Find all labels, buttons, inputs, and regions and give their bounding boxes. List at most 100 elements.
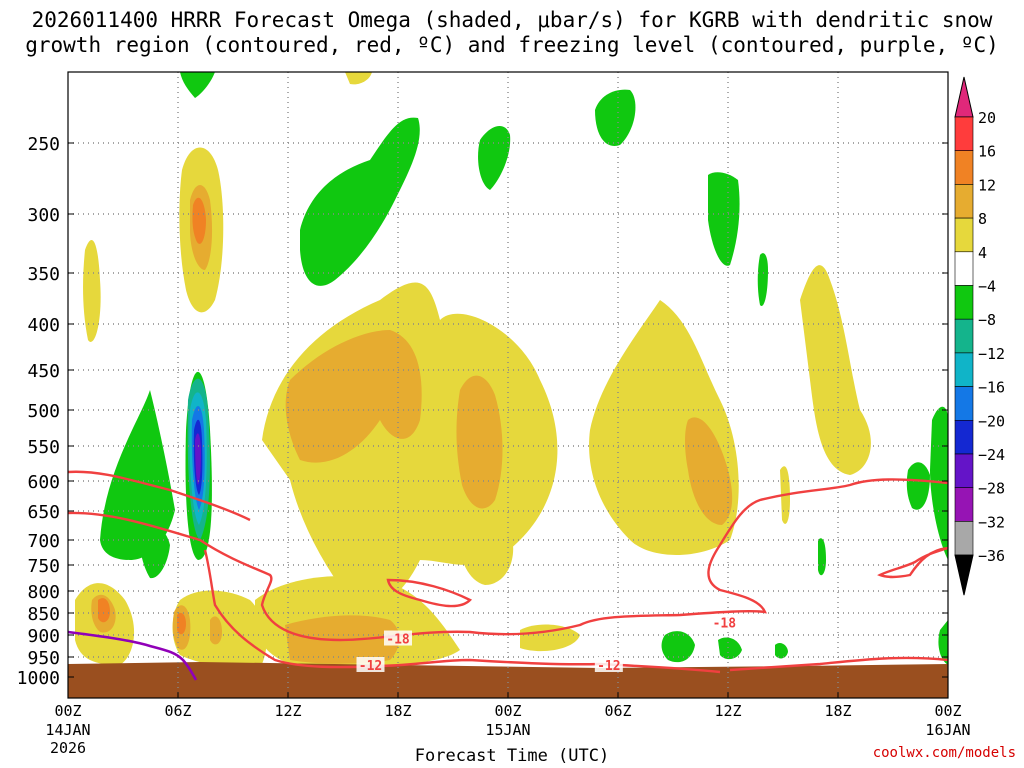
omega-blob-26: [478, 125, 511, 190]
x-tick-label-36: 12Z: [714, 702, 741, 720]
omega-blob-28: [757, 253, 768, 306]
colorbar-label-6: −8: [978, 311, 996, 329]
colorbar-label-0: 20: [978, 109, 996, 127]
colorbar-swatch-11: [954, 487, 974, 522]
dendritic-contour-1: [67, 478, 949, 642]
contours: -18 -12 -12 -18: [67, 470, 949, 681]
omega-blob-30: [139, 525, 170, 579]
dendritic-contour-4: [729, 656, 949, 672]
omega-blob-35: [718, 637, 742, 660]
contour-label-2: -12: [597, 659, 620, 674]
omega-blob-23: [300, 117, 420, 286]
omega-blob-9: [520, 624, 580, 652]
dendritic-contour-3: [386, 578, 473, 608]
omega-blob-8: [458, 509, 514, 585]
omega-blob-6: [83, 240, 101, 342]
ground-fill: [68, 662, 948, 698]
colorbar-label-3: 8: [978, 210, 987, 228]
omega-blob-12: [285, 330, 422, 463]
dendritic-contour-5: [877, 546, 949, 579]
omega-blob-11: [345, 72, 372, 85]
omega-shading: [75, 72, 948, 668]
y-tick-label-800: 800: [27, 582, 60, 603]
colorbar-label-11: −28: [978, 480, 1005, 498]
contour-label-1: -12: [359, 659, 382, 674]
omega-blob-38: [938, 620, 948, 665]
chart-title: 2026011400 HRRR Forecast Omega (shaded, …: [0, 8, 1024, 58]
y-tick-label-500: 500: [27, 401, 60, 422]
omega-blob-34: [661, 631, 695, 663]
colorbar-bottom-arrow: [954, 554, 974, 596]
colorbar-swatch-10: [954, 453, 974, 489]
omega-blob-13: [456, 375, 503, 509]
y-tick-label-900: 900: [27, 626, 60, 647]
contour-label-bg-3: [710, 614, 739, 630]
y-tick-label-850: 850: [27, 604, 60, 625]
contour-label-0: -18: [386, 633, 410, 648]
x-tick-sublabel-0: 14JAN: [45, 721, 90, 739]
colorbar-swatch-1: [954, 150, 974, 185]
colorbar-label-9: −20: [978, 412, 1005, 430]
x-tick-label-0: 00Z: [54, 702, 81, 720]
y-tick-label-950: 950: [27, 648, 60, 669]
dendritic-contour-0: [67, 470, 251, 522]
colorbar-label-1: 16: [978, 143, 996, 161]
omega-blob-27: [708, 172, 740, 266]
contour-label-bg-2: [594, 657, 623, 672]
y-tick-label-350: 350: [27, 264, 60, 285]
omega-blob-24: [180, 72, 215, 98]
colorbar-label-4: 4: [978, 244, 987, 262]
y-tick-label-750: 750: [27, 556, 60, 577]
colorbar-label-10: −24: [978, 446, 1005, 464]
y-tick-label-550: 550: [27, 437, 60, 458]
colorbar-swatch-7: [954, 352, 974, 387]
colorbar-swatch-3: [954, 217, 974, 253]
x-tick-label-48: 00Z: [934, 702, 961, 720]
x-tick-label-12: 12Z: [274, 702, 301, 720]
contour-label-bg-0: [384, 630, 412, 646]
title-line-1: 2026011400 HRRR Forecast Omega (shaded, …: [31, 8, 993, 32]
x-tick-label-6: 06Z: [164, 702, 191, 720]
x-tick-label-30: 06Z: [604, 702, 631, 720]
omega-blob-14: [685, 417, 733, 525]
y-tick-label-300: 300: [27, 205, 60, 226]
x-axis-title: Forecast Time (UTC): [414, 746, 610, 766]
omega-blob-22: [177, 612, 186, 635]
colorbar-label-7: −12: [978, 345, 1005, 363]
omega-blob-3: [800, 265, 871, 475]
omega-blob-25: [595, 89, 636, 146]
x-tick-sublabel2-0: 2026: [50, 739, 86, 757]
y-tick-label-600: 600: [27, 472, 60, 493]
y-tick-label-700: 700: [27, 531, 60, 552]
colorbar-swatch-5: [954, 285, 974, 320]
ground-layer: [68, 662, 948, 698]
colorbar: 20 16 12 8 4 −4 −8 −12 −16 −20 −24 −28 −32 −36: [954, 76, 1005, 596]
x-tick-label-24: 00Z: [494, 702, 521, 720]
omega-blob-33: [906, 462, 930, 510]
colorbar-swatch-9: [954, 419, 974, 455]
contour-label-bg-1: [356, 657, 385, 672]
colorbar-swatch-2: [954, 184, 974, 219]
omega-blob-32: [930, 406, 948, 560]
colorbar-swatch-0: [954, 116, 974, 152]
freezing-level-contour: [67, 630, 198, 681]
title-line-2: growth region (contoured, red, ºC) and f…: [25, 33, 999, 57]
colorbar-top-arrow: [954, 76, 974, 118]
omega-blob-20: [192, 197, 206, 244]
y-tick-label-650: 650: [27, 502, 60, 523]
x-tick-sublabel-48: 16JAN: [925, 721, 970, 739]
omega-blob-19: [210, 616, 222, 645]
colorbar-swatch-4: [954, 251, 974, 286]
colorbar-label-5: −4: [978, 278, 996, 296]
colorbar-label-2: 12: [978, 176, 996, 194]
colorbar-swatch-6: [954, 318, 974, 354]
y-tick-label-400: 400: [27, 315, 60, 336]
omega-blob-37: [818, 538, 826, 576]
y-tick-label-1000: 1000: [17, 668, 60, 689]
watermark: coolwx.com/models: [872, 745, 1016, 761]
y-tick-label-450: 450: [27, 361, 60, 382]
colorbar-swatch-12: [954, 521, 974, 556]
contour-label-3: -18: [713, 617, 737, 632]
